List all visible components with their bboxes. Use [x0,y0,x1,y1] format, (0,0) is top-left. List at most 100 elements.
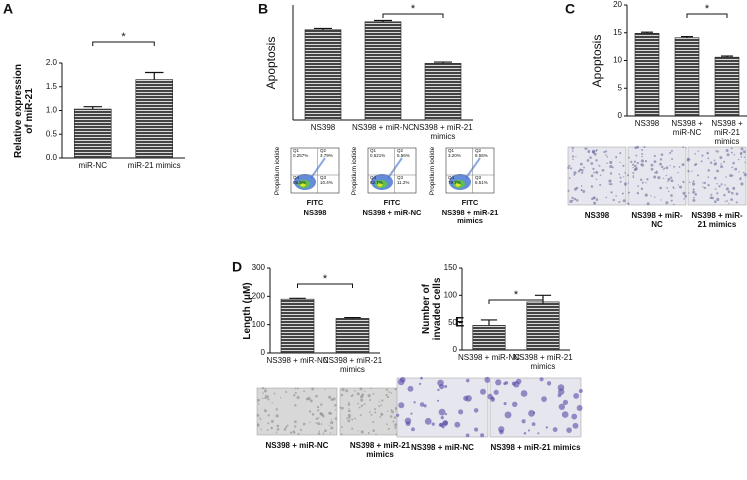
micrograph-texture [420,376,423,380]
bar [364,21,402,121]
micrograph-texture [619,152,622,155]
micrograph-texture [275,414,279,418]
micrograph-texture [590,174,594,178]
micrograph-texture [266,395,269,398]
micrograph-texture [593,201,597,205]
micrograph-texture [669,151,672,155]
micrograph-texture [410,412,413,415]
quadrant-percent: 3.79% [320,153,333,158]
micrograph-texture [267,414,270,417]
micrograph-texture [385,393,388,397]
image-caption: NS398 + miR-21 mimics [490,443,581,452]
micrograph-texture [407,385,414,392]
micrograph-texture [354,389,356,392]
micrograph-texture [271,402,273,404]
micrograph-texture [318,423,320,426]
micrograph-texture [666,187,668,189]
micrograph-texture [324,429,327,433]
micrograph-texture [608,179,612,183]
micrograph-texture [397,378,405,386]
micrograph-texture [643,145,646,149]
significance-bracket [686,13,728,18]
micrograph-texture [474,427,479,432]
micrograph-texture [572,422,579,429]
flow-population [377,183,383,187]
micrograph-texture [394,426,397,429]
micrograph-texture [653,175,657,179]
micrograph [567,146,627,206]
micrograph-texture [296,387,299,390]
quadrant-name: Q1 [293,148,300,153]
micrograph-texture [396,413,400,417]
flow-y-label: Propidium iodide [274,146,281,195]
micrograph-texture [387,410,389,412]
micrograph-texture [357,430,359,432]
micrograph-texture [569,167,573,170]
micrograph-texture [322,432,325,435]
micrograph-texture [370,387,372,390]
micrograph-texture [688,192,690,194]
micrograph-texture [615,156,618,159]
micrograph-texture [264,394,267,397]
micrograph-texture [386,395,390,399]
micrograph-texture [641,181,644,184]
micrograph-texture [317,432,321,435]
micrograph-texture [521,419,526,424]
micrograph-texture [324,388,326,391]
micrograph-texture [632,175,635,177]
y-tick-label: 2.0 [46,58,58,67]
micrograph-texture [347,409,351,413]
image-caption: NS398 + miR-21 mimics [349,441,411,459]
micrograph-texture [390,409,393,412]
micrograph-texture [297,433,299,436]
micrograph-texture [619,180,622,183]
micrograph-texture [700,160,703,163]
micrograph-texture [666,187,669,189]
micrograph-texture [730,147,733,150]
micrograph-texture [713,200,717,204]
micrograph-texture [737,158,740,161]
quadrant-percent: 85.5% [293,180,306,185]
micrograph-texture [626,174,630,177]
micrograph-texture [562,399,569,406]
micrograph-texture [463,395,469,401]
micrograph-texture [528,410,535,417]
micrograph-texture [636,191,640,195]
micrograph-texture [391,410,394,414]
micrograph-texture [539,377,544,382]
micrograph-texture [715,150,717,152]
flow-caption: NS398 + miR-NC [362,208,422,217]
flow-x-label: FITC [461,198,479,207]
micrograph-texture [257,403,260,405]
micrograph-texture [740,155,743,158]
flow-caption: NS398 [303,208,327,217]
y-tick-label: 150 [444,263,458,272]
micrograph-texture [581,169,584,172]
panel-label: B [258,1,268,17]
x-tick-label: NS398 [310,123,336,132]
micrograph-texture [610,182,613,186]
micrograph-texture [739,152,743,156]
micrograph-texture [367,432,370,434]
micrograph-texture [317,417,320,419]
micrograph-texture [390,392,393,394]
micrograph-texture [580,168,582,171]
micrograph-texture [618,201,621,203]
micrograph-texture [579,162,583,166]
micrograph-texture [566,427,572,433]
micrograph-texture [672,203,675,206]
micrograph-texture [659,186,662,190]
micrograph-texture [264,387,267,390]
micrograph-texture [669,176,673,179]
micrograph-texture [360,398,364,402]
micrograph-texture [348,408,350,410]
micrograph-texture [392,420,395,423]
micrograph-texture [372,429,375,432]
bar [280,298,315,354]
micrograph-texture [567,166,570,170]
y-axis-label: Length (μM) [241,281,253,340]
y-tick-label: 0 [618,111,623,120]
micrograph-texture [682,146,685,149]
micrograph-texture [357,402,359,405]
micrograph-texture [725,187,729,191]
